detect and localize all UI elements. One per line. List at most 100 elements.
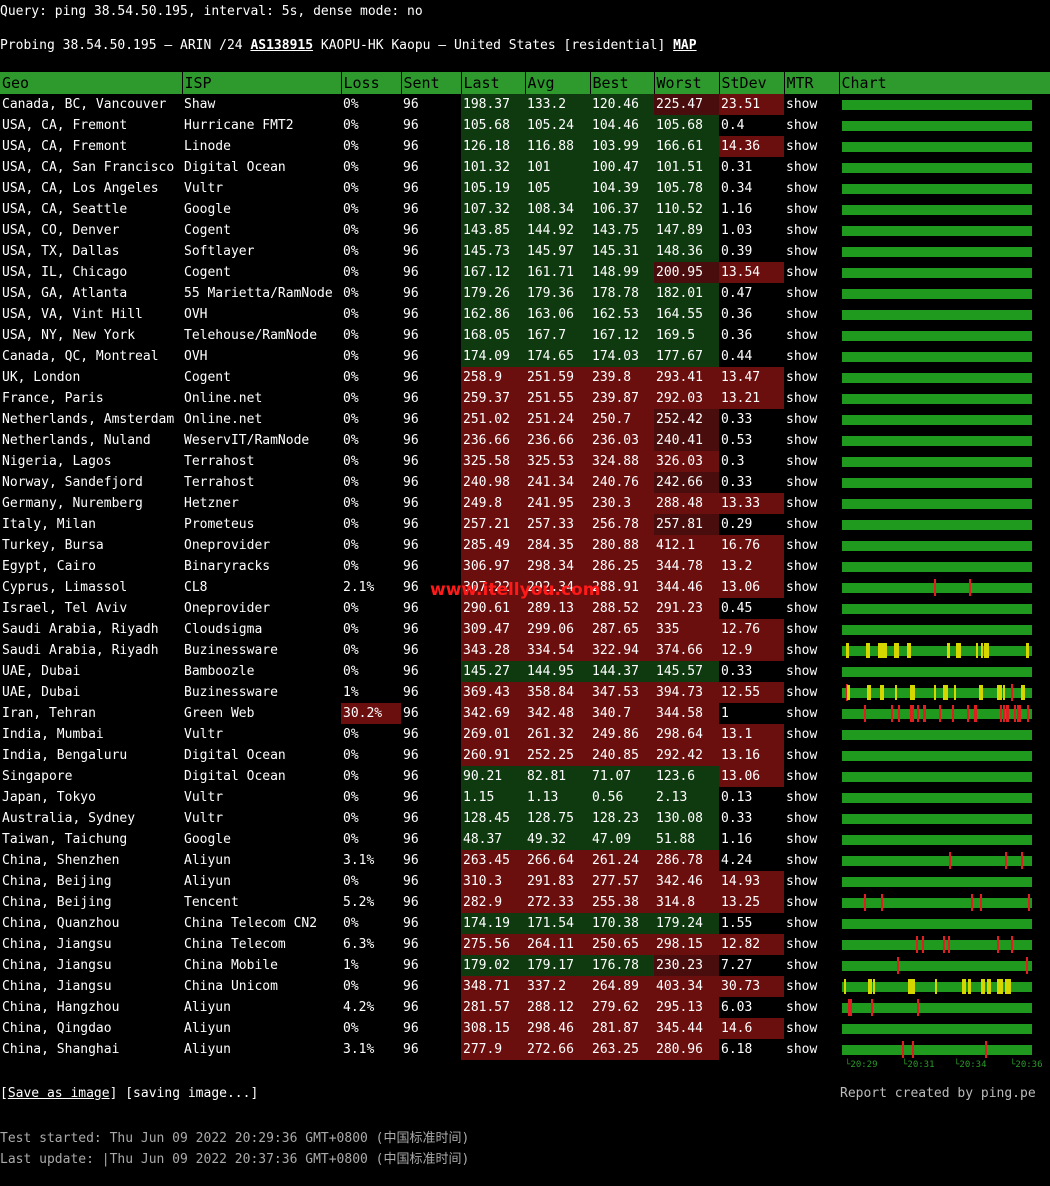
cell-avg: 325.53 — [525, 451, 590, 472]
query-line: Query: ping 38.54.50.195, interval: 5s, … — [0, 4, 423, 19]
mtr-show-link[interactable]: show — [786, 433, 818, 448]
cell-geo: China, Jiangsu — [2, 979, 112, 994]
cell-worst: 169.5 — [654, 325, 719, 346]
mtr-show-link[interactable]: show — [786, 454, 818, 469]
table-header: Geo ISP Loss Sent Last Avg Best Worst StDev MTR Ch… — [0, 72, 1050, 94]
col-header-avg: Avg — [524, 72, 590, 94]
sparkline-loss-spike — [1021, 852, 1023, 869]
save-as-image-link[interactable]: Save as image — [7, 1086, 110, 1101]
cell-last: 251.02 — [461, 409, 525, 430]
cell-stdev: 6.03 — [721, 1000, 753, 1015]
mtr-show-link[interactable]: show — [786, 328, 818, 343]
mtr-show-link[interactable]: show — [786, 643, 818, 658]
mtr-show-link[interactable]: show — [786, 517, 818, 532]
cell-best: 347.53 — [590, 682, 654, 703]
cell-loss: 0% — [343, 454, 359, 469]
mtr-show-link[interactable]: show — [786, 118, 818, 133]
mtr-show-link[interactable]: show — [786, 769, 818, 784]
mtr-show-link[interactable]: show — [786, 916, 818, 931]
mtr-show-link[interactable]: show — [786, 1021, 818, 1036]
footer-actions: [Save as image] [saving image...] — [0, 1086, 259, 1101]
cell-isp: Oneprovider — [184, 538, 271, 553]
mtr-show-link[interactable]: show — [786, 727, 818, 742]
mtr-show-link[interactable]: show — [786, 790, 818, 805]
cell-loss: 4.2% — [343, 1000, 375, 1015]
cell-geo: USA, TX, Dallas — [2, 244, 120, 259]
cell-best: 322.94 — [590, 640, 654, 661]
latency-sparkline — [839, 556, 1050, 577]
mtr-show-link[interactable]: show — [786, 538, 818, 553]
mtr-show-link[interactable]: show — [786, 706, 818, 721]
mtr-show-link[interactable]: show — [786, 265, 818, 280]
cell-avg: 272.33 — [525, 892, 590, 913]
cell-stdev: 14.36 — [719, 136, 784, 157]
cell-geo: USA, GA, Atlanta — [2, 286, 128, 301]
cell-worst: 130.08 — [654, 808, 719, 829]
mtr-show-link[interactable]: show — [786, 748, 818, 763]
cell-worst: 182.01 — [654, 283, 719, 304]
mtr-show-link[interactable]: show — [786, 958, 818, 973]
mtr-show-link[interactable]: show — [786, 391, 818, 406]
map-link[interactable]: MAP — [673, 38, 697, 53]
mtr-show-link[interactable]: show — [786, 580, 818, 595]
mtr-show-link[interactable]: show — [786, 160, 818, 175]
mtr-show-link[interactable]: show — [786, 1042, 818, 1057]
table-row: Canada, QC, Montreal OVH 0% 96 174.09 174.65 1… — [0, 346, 1050, 367]
mtr-show-link[interactable]: show — [786, 202, 818, 217]
mtr-show-link[interactable]: show — [786, 223, 818, 238]
mtr-show-link[interactable]: show — [786, 832, 818, 847]
mtr-show-link[interactable]: show — [786, 601, 818, 616]
mtr-show-link[interactable]: show — [786, 286, 818, 301]
mtr-show-link[interactable]: show — [786, 496, 818, 511]
mtr-show-link[interactable]: show — [786, 937, 818, 952]
cell-avg: 272.66 — [525, 1039, 590, 1060]
mtr-show-link[interactable]: show — [786, 475, 818, 490]
col-header-loss: Loss — [340, 72, 401, 94]
cell-best: 170.38 — [590, 913, 654, 934]
cell-isp: Buzinessware — [184, 685, 278, 700]
cell-worst: 225.47 — [654, 94, 719, 115]
mtr-show-link[interactable]: show — [786, 307, 818, 322]
cell-best: 240.85 — [590, 745, 654, 766]
mtr-show-link[interactable]: show — [786, 979, 818, 994]
latency-sparkline — [839, 220, 1050, 241]
cell-last: 249.8 — [461, 493, 525, 514]
mtr-show-link[interactable]: show — [786, 139, 818, 154]
mtr-show-link[interactable]: show — [786, 622, 818, 637]
mtr-show-link[interactable]: show — [786, 181, 818, 196]
sparkline-loss-spike — [974, 705, 976, 722]
cell-isp: Bamboozle — [184, 664, 255, 679]
mtr-show-link[interactable]: show — [786, 664, 818, 679]
mtr-show-link[interactable]: show — [786, 895, 818, 910]
mtr-show-link[interactable]: show — [786, 853, 818, 868]
latency-sparkline — [839, 892, 1050, 913]
mtr-show-link[interactable]: show — [786, 370, 818, 385]
mtr-show-link[interactable]: show — [786, 874, 818, 889]
cell-best: 288.52 — [590, 598, 654, 619]
latency-sparkline — [839, 325, 1050, 346]
cell-last: 198.37 — [461, 94, 525, 115]
col-header-stdev: StDev — [718, 72, 784, 94]
cell-best: 239.87 — [590, 388, 654, 409]
mtr-show-link[interactable]: show — [786, 1000, 818, 1015]
latency-sparkline — [839, 199, 1050, 220]
cell-avg: 241.95 — [525, 493, 590, 514]
sparkline-loss-spike — [939, 705, 941, 722]
cell-loss: 0% — [343, 391, 359, 406]
mtr-show-link[interactable]: show — [786, 349, 818, 364]
mtr-show-link[interactable]: show — [786, 685, 818, 700]
mtr-show-link[interactable]: show — [786, 559, 818, 574]
cell-sent: 96 — [403, 601, 419, 616]
cell-geo: Nigeria, Lagos — [2, 454, 112, 469]
mtr-show-link[interactable]: show — [786, 811, 818, 826]
cell-last: 348.71 — [461, 976, 525, 997]
cell-isp: Digital Ocean — [184, 160, 286, 175]
mtr-show-link[interactable]: show — [786, 244, 818, 259]
cell-stdev: 0.13 — [721, 790, 753, 805]
sparkline-bar — [842, 562, 1032, 572]
cell-isp: Aliyun — [184, 1042, 231, 1057]
cell-geo: USA, CO, Denver — [2, 223, 120, 238]
asn-link[interactable]: AS138915 — [250, 38, 314, 53]
mtr-show-link[interactable]: show — [786, 412, 818, 427]
mtr-show-link[interactable]: show — [786, 97, 818, 112]
